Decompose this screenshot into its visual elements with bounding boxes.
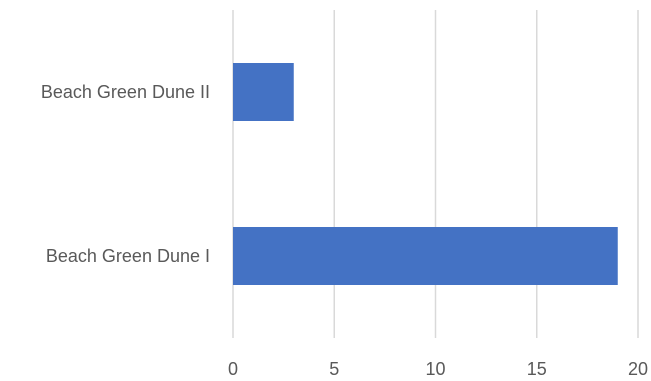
x-tick-label: 20 <box>628 359 648 379</box>
category-label: Beach Green Dune II <box>41 82 210 102</box>
category-labels: Beach Green Dune II Beach Green Dune I <box>41 82 210 266</box>
x-axis-tick-labels: 0 5 10 15 20 <box>228 359 648 379</box>
category-label: Beach Green Dune I <box>46 246 210 266</box>
bar-2 <box>233 227 618 285</box>
x-tick-label: 0 <box>228 359 238 379</box>
gridlines <box>232 10 639 338</box>
x-tick-label: 15 <box>527 359 547 379</box>
bar-1 <box>233 63 294 121</box>
x-tick-label: 10 <box>425 359 445 379</box>
bars <box>233 63 618 285</box>
x-tick-label: 5 <box>329 359 339 379</box>
